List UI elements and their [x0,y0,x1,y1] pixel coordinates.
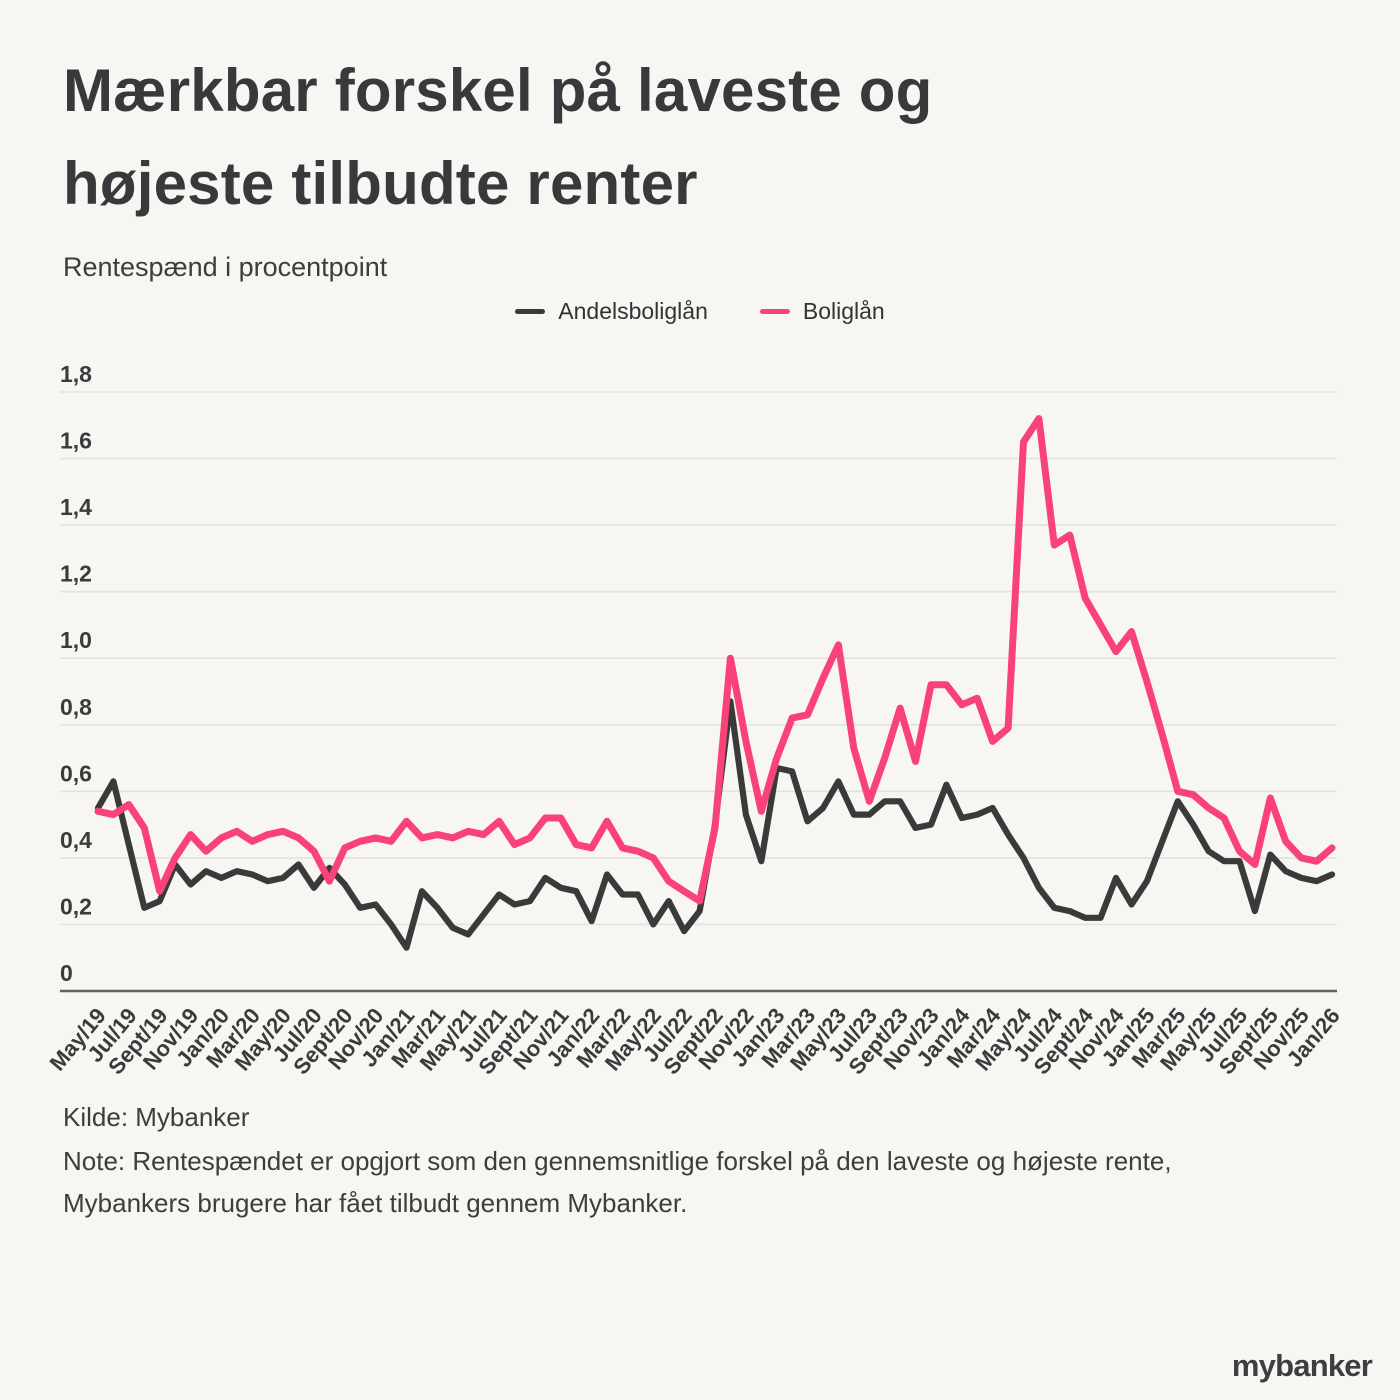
y-tick-label: 1,2 [60,561,92,587]
y-tick-label: 0,6 [60,760,92,786]
source-text: Kilde: Mybanker [63,1102,250,1132]
legend-item-andelsboliglan: Andelsboliglån [515,298,708,325]
y-tick-label: 0 [60,960,73,986]
page-title-line-1: Mærkbar forskel på laveste og [63,57,933,124]
legend-swatch-pink-icon [759,309,790,314]
note-line-1: Note: Rentespændet er opgjort som den ge… [63,1146,1172,1177]
y-tick-label: 1,0 [60,627,92,653]
y-tick-label: 0,8 [60,694,92,720]
y-tick-label: 1,8 [60,361,92,387]
legend-label: Andelsboliglån [558,298,708,324]
header: Mærkbar forskel på laveste og højeste ti… [63,44,1353,283]
note-line-2: Mybankers brugere har fået tilbudt genne… [63,1188,688,1219]
footer: Kilde: Mybanker Note: Rentespændet er op… [63,1096,1353,1224]
note-text: Note: Rentespændet er opgjort som den ge… [63,1140,1353,1224]
legend-swatch-dark-icon [515,309,546,314]
page-title: Mærkbar forskel på laveste og højeste ti… [63,44,1353,230]
chart-subtitle: Rentespænd i procentpoint [63,252,388,282]
y-tick-label: 0,4 [60,827,92,853]
y-tick-label: 1,4 [60,494,92,520]
legend: Andelsboliglån Boliglån [0,298,1400,325]
y-tick-label: 1,6 [60,428,92,454]
legend-label: Boliglån [802,298,885,324]
series-line-boliglan [94,415,1336,905]
mybanker-logo: mybanker [1231,1348,1373,1383]
page-title-line-2: højeste tilbudte renter [63,150,698,217]
legend-item-boliglan: Boliglån [759,298,885,325]
y-tick-label: 0,2 [60,893,92,919]
